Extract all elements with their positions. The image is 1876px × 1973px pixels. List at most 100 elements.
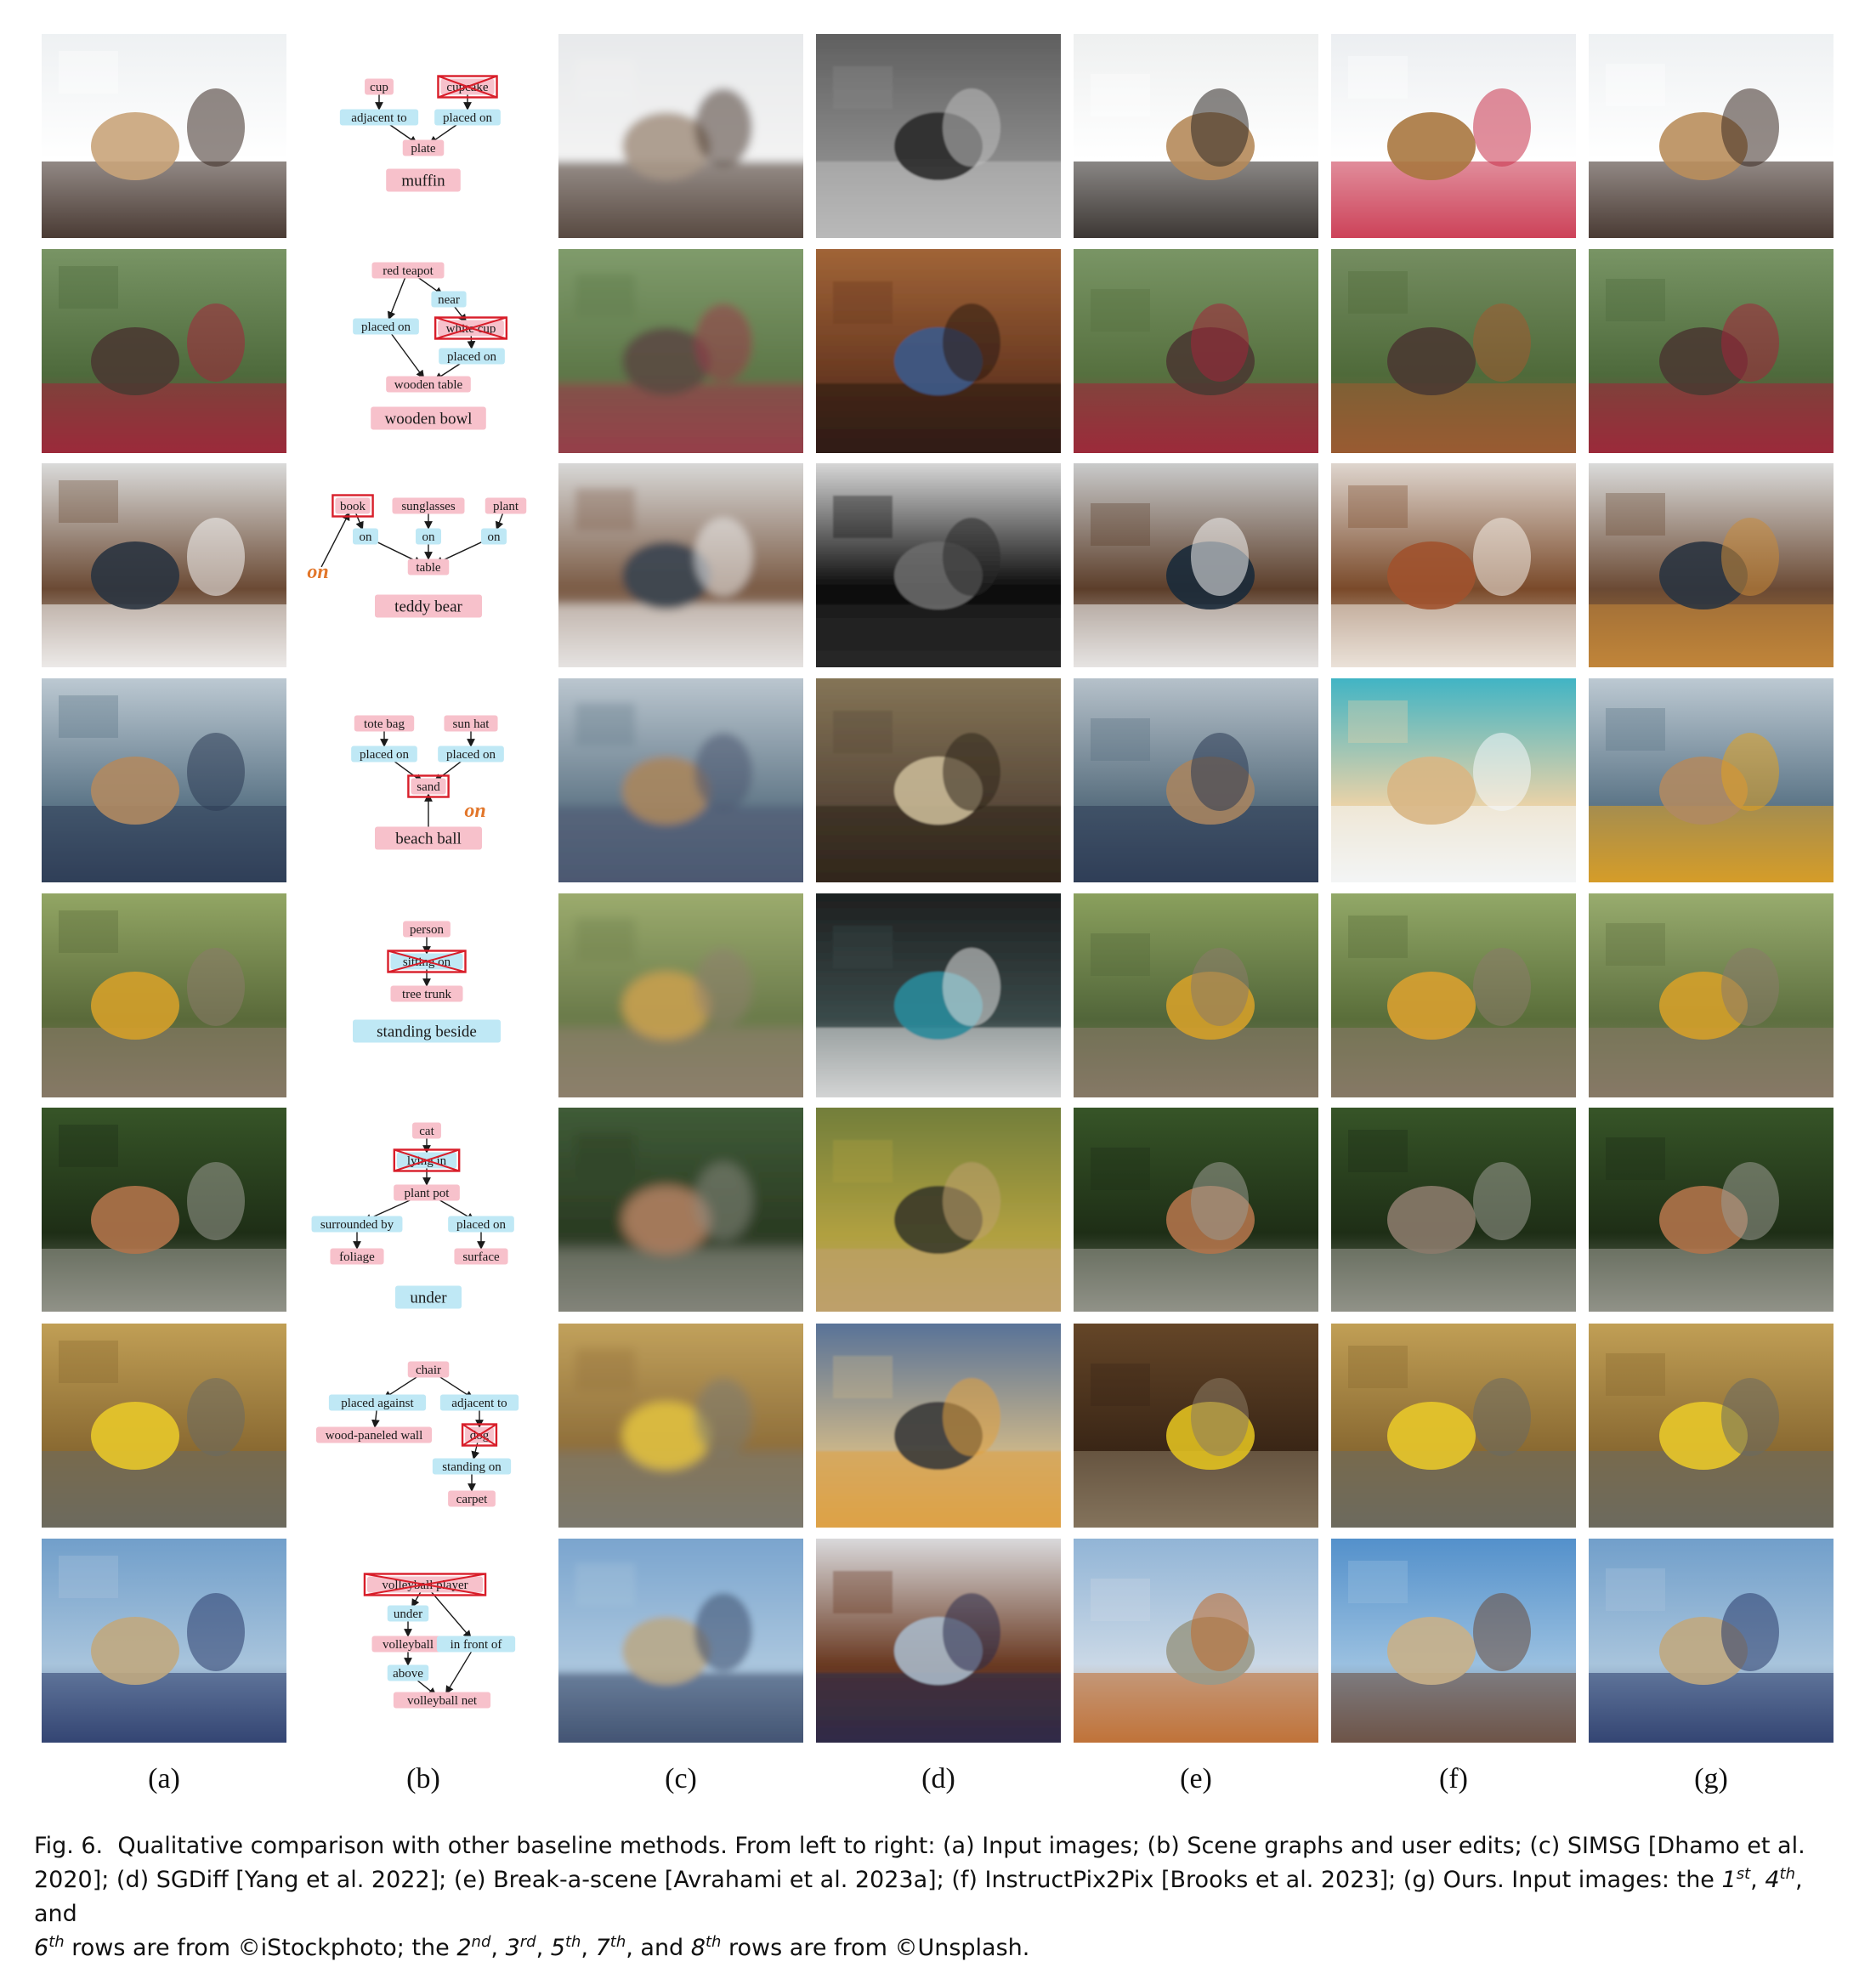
- caption-ord-8: 8: [690, 1935, 706, 1961]
- image-cell-r2-d: [816, 249, 1061, 453]
- graph-arrow: [320, 512, 350, 568]
- graph-node-node: volleyball net: [393, 1692, 491, 1709]
- graph-arrow: [387, 277, 406, 320]
- scene-graph-r3: book sunglasses plant on on on table on teddy be…: [301, 463, 546, 667]
- graph-node-label: on: [360, 530, 373, 544]
- graph-node-label: standing on: [442, 1460, 502, 1474]
- graph-node-node: volleyball player: [363, 1573, 487, 1596]
- image-placeholder: [1331, 249, 1576, 453]
- graph-node-replacement_edge: standing beside: [353, 1019, 501, 1043]
- column-label-c: (c): [665, 1763, 697, 1794]
- image-cell-r2-a: [42, 249, 286, 453]
- image-cell-r5-d: [816, 893, 1061, 1097]
- graph-node-edge: near: [431, 291, 467, 308]
- graph-node-replacement_edge: under: [395, 1285, 462, 1309]
- image-cell-r5-e: [1074, 893, 1318, 1097]
- image-placeholder: [1589, 463, 1833, 667]
- graph-node-label: placed on: [456, 1218, 506, 1232]
- graph-node-label: under: [410, 1289, 447, 1307]
- image-cell-r1-f: [1331, 34, 1576, 238]
- image-placeholder: [1331, 893, 1576, 1097]
- image-placeholder: [1331, 34, 1576, 238]
- caption-ord-1-sup: st: [1736, 1865, 1751, 1883]
- graph-node-label: placed on: [446, 748, 496, 762]
- image-cell-r7-a: [42, 1324, 286, 1528]
- image-cell-r1-d: [816, 34, 1061, 238]
- image-cell-r6-a: [42, 1108, 286, 1312]
- graph-arrow: [429, 1590, 472, 1639]
- caption-ord-2-sup: nd: [471, 1933, 491, 1951]
- image-cell-r5-g: [1589, 893, 1833, 1097]
- graph-node-edge: adjacent to: [339, 109, 419, 126]
- image-placeholder: [558, 249, 803, 453]
- graph-node-node: dog: [461, 1423, 498, 1447]
- image-placeholder: [558, 1108, 803, 1312]
- graph-node-node: cupcake: [437, 75, 498, 99]
- graph-node-label: sunglasses: [401, 500, 455, 513]
- graph-arrow: [389, 332, 425, 379]
- image-placeholder: [816, 34, 1061, 238]
- graph-node-node: foliage: [330, 1248, 384, 1265]
- graph-node-node: surface: [454, 1248, 508, 1265]
- graph-node-label: cup: [370, 81, 388, 94]
- image-placeholder: [816, 678, 1061, 882]
- graph-arrow: [389, 757, 423, 783]
- caption-text-3: rows are from ©iStockphoto; the: [71, 1935, 450, 1961]
- image-cell-r3-d: [816, 463, 1061, 667]
- graph-node-node: cup: [365, 78, 394, 95]
- graph-node-label: near: [438, 293, 460, 307]
- graph-node-label: tree trunk: [402, 988, 451, 1001]
- image-cell-r5-a: [42, 893, 286, 1097]
- caption-comma: ,: [1750, 1867, 1758, 1893]
- image-placeholder: [816, 1324, 1061, 1528]
- graph-node-label: beach ball: [395, 830, 462, 848]
- image-cell-r4-a: [42, 678, 286, 882]
- image-cell-r8-g: [1589, 1539, 1833, 1743]
- graph-node-label: table: [416, 561, 440, 575]
- graph-node-label: foliage: [339, 1250, 375, 1264]
- graph-node-label: surface: [462, 1250, 500, 1264]
- image-placeholder: [1074, 893, 1318, 1097]
- graph-node-label: adjacent to: [351, 111, 406, 125]
- graph-arrow: [434, 757, 466, 783]
- caption-ord-4: 4: [1765, 1867, 1780, 1893]
- graph-node-node: chair: [407, 1361, 450, 1378]
- caption-ord-6-sup: th: [48, 1933, 65, 1951]
- caption-text-1: Qualitative comparison with other baseli…: [117, 1833, 1805, 1859]
- caption-ord-3-sup: rd: [519, 1933, 536, 1951]
- caption-ord-8-sup: th: [705, 1933, 722, 1951]
- graph-node-node: carpet: [448, 1490, 496, 1507]
- image-cell-r7-g: [1589, 1324, 1833, 1528]
- image-placeholder: [1074, 463, 1318, 667]
- image-cell-r5-c: [558, 893, 803, 1097]
- graph-node-node: sunglasses: [392, 497, 465, 514]
- graph-node-label: volleyball: [383, 1638, 434, 1652]
- image-placeholder: [42, 249, 286, 453]
- graph-node-node: table: [407, 558, 450, 575]
- graph-node-label: surrounded by: [320, 1218, 394, 1232]
- graph-node-label: tote bag: [364, 717, 405, 731]
- image-placeholder: [816, 893, 1061, 1097]
- scene-graph-arrows: [380, 731, 475, 831]
- graph-node-label: wooden bowl: [385, 410, 473, 428]
- graph-node-edge: placed against: [328, 1394, 427, 1411]
- image-placeholder: [558, 1324, 803, 1528]
- scene-graph-svg: volleyball player under volleyball in front…: [363, 1573, 516, 1709]
- graph-arrow: [354, 513, 364, 530]
- graph-node-edge: sitting on: [387, 950, 467, 973]
- image-placeholder: [1331, 463, 1576, 667]
- image-placeholder: [42, 34, 286, 238]
- image-cell-r4-e: [1074, 678, 1318, 882]
- graph-node-edge: in front of: [436, 1636, 516, 1653]
- image-cell-r7-f: [1331, 1324, 1576, 1528]
- image-cell-r8-c: [558, 1539, 803, 1743]
- graph-node-edge: surrounded by: [311, 1216, 403, 1233]
- figure-caption: Fig. 6. Qualitative comparison with othe…: [34, 1829, 1845, 1965]
- caption-fig-label: Fig. 6.: [34, 1833, 104, 1859]
- image-placeholder: [1074, 678, 1318, 882]
- image-placeholder: [1589, 1324, 1833, 1528]
- image-placeholder: [1589, 1108, 1833, 1312]
- graph-node-label: standing beside: [377, 1023, 477, 1040]
- image-placeholder: [1074, 34, 1318, 238]
- graph-arrow: [383, 1373, 422, 1399]
